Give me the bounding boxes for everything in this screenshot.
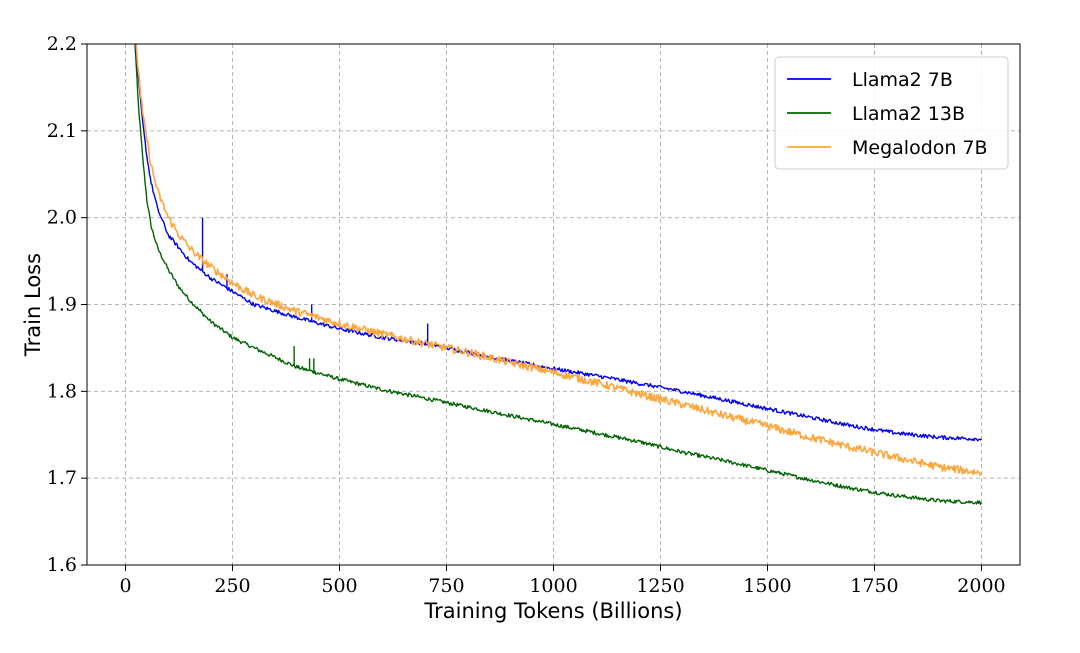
legend-label-llama2-7b: Llama2 7B: [852, 69, 953, 91]
series-layer: [134, 44, 983, 505]
series-line-megalodon-7b: [135, 44, 983, 477]
y-axis-label: Train Loss: [21, 253, 45, 357]
y-tick-label: 1.7: [47, 467, 77, 489]
y-tick-labels: 1.6 1.7 1.8 1.9 2.0 2.1 2.2: [47, 33, 77, 576]
legend: Llama2 7B Llama2 13B Megalodon 7B: [774, 56, 1009, 170]
x-tick-label: 1250: [636, 575, 684, 597]
x-tick-label: 750: [428, 575, 464, 597]
legend-label-llama2-13b: Llama2 13B: [852, 103, 965, 125]
x-tick-label: 0: [119, 575, 131, 597]
legend-box: [774, 56, 1009, 170]
legend-label-megalodon-7b: Megalodon 7B: [852, 137, 988, 159]
x-axis-label: Training Tokens (Billions): [423, 599, 682, 623]
x-tick-label: 1750: [850, 575, 898, 597]
y-tick-label: 1.8: [47, 380, 77, 402]
y-tick-label: 1.6: [47, 554, 77, 576]
x-tick-label: 1500: [743, 575, 791, 597]
y-tick-label: 1.9: [47, 294, 77, 316]
x-tick-label: 2000: [957, 575, 1005, 597]
series-line-llama2-13b: [134, 44, 983, 505]
axis-ticks: [81, 43, 982, 571]
x-tick-label: 250: [214, 575, 250, 597]
y-tick-label: 2.2: [47, 33, 77, 55]
y-tick-label: 2.0: [47, 207, 77, 229]
x-tick-label: 500: [321, 575, 357, 597]
x-tick-labels: 0 250 500 750 1000 1250 1500 1750 2000: [119, 575, 1005, 597]
y-tick-label: 2.1: [47, 120, 77, 142]
x-tick-label: 1000: [529, 575, 577, 597]
